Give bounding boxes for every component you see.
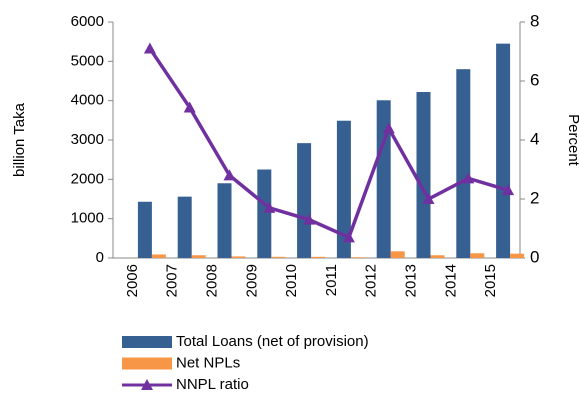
marker: [502, 184, 515, 196]
legend-swatch: [122, 336, 172, 348]
marker: [303, 213, 316, 225]
y-tick-label: 6000: [71, 13, 104, 30]
x-tick-label: 2009: [243, 264, 260, 297]
legend-marker: [141, 379, 153, 390]
x-tick-label: 2013: [402, 264, 419, 297]
bar: [430, 255, 445, 258]
marker: [342, 231, 355, 243]
y-tick-label: 2000: [71, 170, 104, 187]
x-tick-label: 2006: [124, 264, 141, 297]
legend-swatch: [122, 357, 172, 370]
bar: [390, 251, 405, 258]
bar: [496, 43, 511, 259]
bar: [271, 256, 286, 258]
y2-tick-label: 6: [530, 70, 539, 89]
x-tick-label: 2014: [442, 264, 459, 297]
bar: [257, 169, 272, 258]
bar: [217, 183, 232, 258]
bar: [191, 255, 206, 258]
bar: [336, 120, 351, 258]
legend-label: Total Loans (net of provision): [176, 333, 369, 350]
line: [148, 47, 509, 240]
y-tick-label: 4000: [71, 92, 104, 109]
marker: [223, 169, 236, 181]
bar: [376, 100, 391, 258]
y2-axis-label: Percent: [565, 114, 579, 167]
y-tick-label: 0: [96, 249, 104, 266]
marker: [183, 101, 196, 113]
bar: [311, 256, 326, 258]
marker: [462, 172, 475, 184]
bar: [510, 253, 525, 258]
marker: [382, 122, 395, 134]
bar: [177, 196, 192, 258]
y-tick-label: 5000: [71, 52, 104, 69]
bar: [456, 69, 471, 258]
marker: [143, 42, 156, 54]
y2-tick-label: 0: [530, 247, 539, 266]
x-tick-label: 2015: [482, 264, 499, 297]
x-tick-label: 2008: [203, 264, 220, 297]
legend-label: Net NPLs: [176, 354, 240, 371]
y2-tick-label: 8: [530, 11, 539, 30]
bar: [231, 256, 246, 258]
bar: [137, 201, 152, 258]
y-tick-label: 1000: [71, 210, 104, 227]
marker: [422, 193, 435, 204]
x-tick-label: 2010: [283, 264, 300, 297]
bar: [470, 253, 485, 258]
x-tick-label: 2012: [363, 264, 380, 297]
bar: [350, 257, 365, 258]
marker: [263, 201, 276, 213]
x-tick-label: 2011: [323, 264, 340, 296]
bar: [151, 254, 166, 258]
y2-tick-label: 2: [530, 188, 539, 207]
y-tick-label: 3000: [71, 131, 104, 148]
legend-label: NNPL ratio: [176, 376, 249, 393]
y-axis-label: billion Taka: [11, 102, 28, 177]
y2-tick-label: 4: [530, 129, 539, 148]
bar: [297, 143, 312, 258]
bar: [416, 92, 431, 258]
x-tick-label: 2007: [164, 264, 181, 297]
